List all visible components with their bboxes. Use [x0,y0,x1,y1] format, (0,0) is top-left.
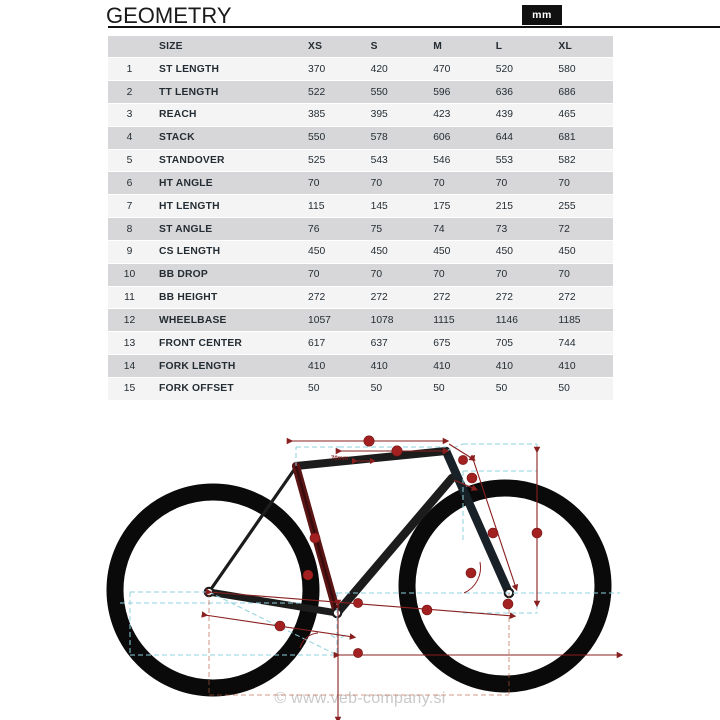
svg-text:70mm: 70mm [331,456,348,462]
